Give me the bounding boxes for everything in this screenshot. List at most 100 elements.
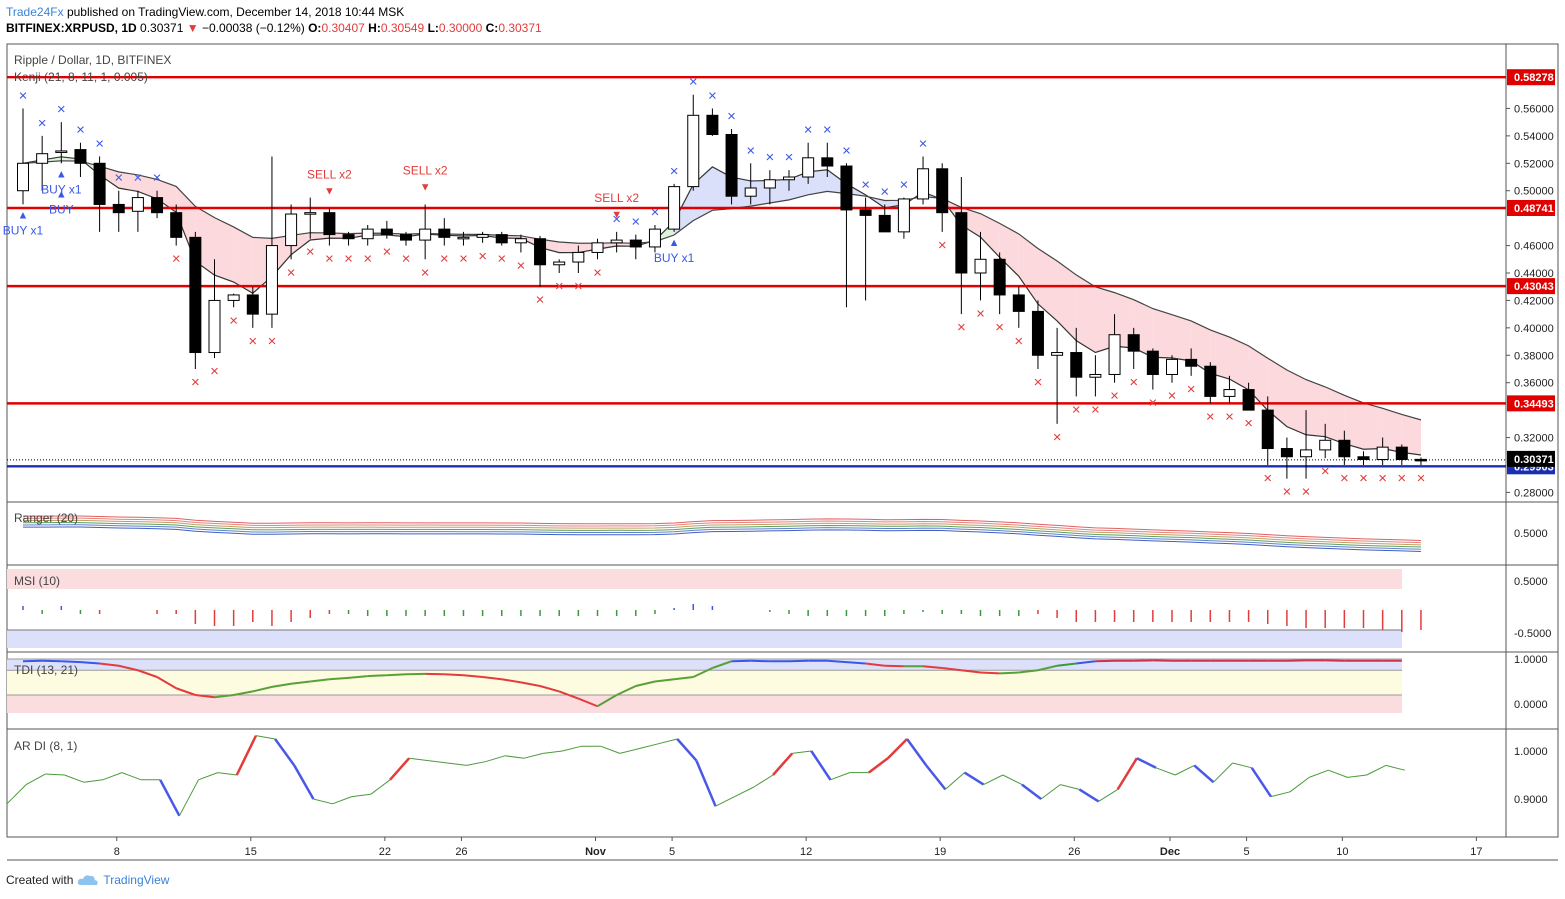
price-label: 0.43043	[1514, 281, 1554, 293]
sell-signal-x: ×	[363, 251, 372, 268]
sell-signal-x: ×	[459, 251, 468, 268]
y-tick-label: 0.50000	[1514, 186, 1554, 198]
ardi-segment	[695, 760, 717, 807]
kenji-cloud	[157, 179, 177, 213]
sell-signal-x: ×	[210, 363, 219, 380]
candle-body	[419, 228, 432, 241]
tdi-segment	[214, 694, 234, 699]
tdi-segment	[156, 676, 177, 690]
sell-signal-x: ×	[938, 237, 947, 254]
tdi-segment	[501, 678, 522, 684]
price-label: 0.48741	[1514, 203, 1554, 215]
ardi-segment	[25, 773, 46, 786]
sell-signal-x: ×	[517, 257, 526, 274]
x-tick-label: 5	[669, 846, 675, 858]
candle-body	[744, 187, 757, 197]
chart-canvas[interactable]: × × × × × × × × × × × × × × × × × × × × × × × × × × × × × × × × × × × × × × × ×…	[0, 0, 1565, 870]
last-price-label: 0.30371	[1514, 454, 1554, 466]
candle-body	[955, 212, 968, 274]
sell-signal-x: ×	[957, 319, 966, 336]
buy-arrow-icon: ▲	[56, 188, 67, 200]
close-value: 0.30371	[498, 21, 542, 35]
candle-body	[246, 294, 259, 315]
tdi-band-mid	[7, 670, 1402, 695]
ardi-segment	[1155, 767, 1176, 776]
tdi-segment	[1018, 669, 1039, 674]
publisher-name[interactable]: Trade24Fx	[6, 5, 64, 19]
candle-body	[93, 162, 106, 205]
tdi-segment	[1056, 662, 1077, 667]
kenji-cloud	[999, 223, 1019, 277]
low-value: 0.30000	[438, 21, 483, 35]
candle-body	[1185, 358, 1198, 367]
tdi-segment	[175, 687, 196, 696]
candle-body	[1031, 310, 1044, 356]
candle-body	[304, 212, 317, 215]
candle-body	[36, 153, 49, 164]
sell-signal-x: ×	[1397, 470, 1406, 487]
candle-body	[208, 299, 221, 354]
symbol-label: BITFINEX:XRPUSD, 1D	[6, 21, 137, 35]
ardi-segment	[1328, 769, 1348, 778]
ardi-segment	[734, 786, 755, 798]
candle-body	[131, 197, 144, 212]
ardi-segment	[293, 764, 315, 800]
ardi-segment	[1289, 777, 1310, 793]
tdi-segment	[195, 694, 215, 699]
tdi-segment	[61, 660, 81, 664]
candle-body	[1108, 334, 1121, 375]
ardi-segment	[332, 796, 352, 805]
sell-signal-x: ×	[1129, 374, 1138, 391]
ardi-segment	[792, 750, 812, 754]
ardi-segment	[543, 750, 563, 754]
ardi-segment	[217, 772, 237, 776]
ardi-segment	[810, 750, 832, 781]
publish-line: Trade24Fx published on TradingView.com, …	[6, 4, 1506, 20]
candle-body	[706, 114, 719, 136]
ardi-segment	[370, 779, 391, 795]
sell-signal-x: ×	[1263, 470, 1272, 487]
buy-signal-x: ×	[19, 87, 28, 104]
tdi-segment	[463, 674, 483, 678]
sell-signal-x: ×	[382, 244, 391, 261]
buy-signal-x: ×	[689, 74, 698, 91]
tradingview-link[interactable]: TradingView	[103, 873, 170, 887]
buy-arrow-icon: ▲	[669, 237, 680, 249]
kenji-cloud	[1076, 274, 1096, 353]
ardi-segment	[255, 735, 276, 740]
price-change: −0.00038 (−0.12%)	[202, 21, 305, 35]
kenji-cloud	[1401, 414, 1421, 455]
ardi-segment	[1309, 769, 1329, 778]
candle-body	[1051, 352, 1064, 356]
ardi-segment	[447, 762, 467, 766]
ardi-segment	[274, 738, 296, 767]
tdi-segment	[712, 660, 732, 669]
ardi-segment	[1366, 764, 1387, 776]
sell-arrow-icon: ▼	[420, 181, 431, 193]
buy-signal-x: ×	[900, 177, 909, 194]
sell-signal-x: ×	[1091, 401, 1100, 418]
ardi-segment	[83, 779, 103, 783]
pane-label: TDI (13, 21)	[14, 663, 78, 677]
candle-body	[1070, 352, 1083, 378]
sell-signal-x: ×	[1148, 395, 1157, 412]
x-tick-label: Nov	[585, 846, 607, 858]
candle-body	[285, 213, 298, 247]
ardi-segment	[867, 757, 889, 774]
tdi-segment	[99, 662, 119, 667]
y-tick-label: 0.42000	[1514, 295, 1554, 307]
candle-body	[55, 150, 68, 153]
buy-signal-x: ×	[727, 108, 736, 125]
low-label: L:	[427, 21, 439, 35]
ardi-segment	[830, 772, 850, 781]
y-tick-label: 0.54000	[1514, 131, 1554, 143]
sell-signal-x: ×	[325, 251, 334, 268]
tdi-segment	[1076, 660, 1096, 665]
tdi-segment	[846, 661, 866, 665]
sell-signal-x: ×	[344, 251, 353, 268]
tdi-segment	[444, 673, 464, 677]
sell-annotation: SELL x2	[594, 191, 639, 205]
kenji-cloud	[1172, 314, 1192, 361]
close-label: C:	[485, 21, 499, 35]
buy-signal-x: ×	[823, 122, 832, 139]
